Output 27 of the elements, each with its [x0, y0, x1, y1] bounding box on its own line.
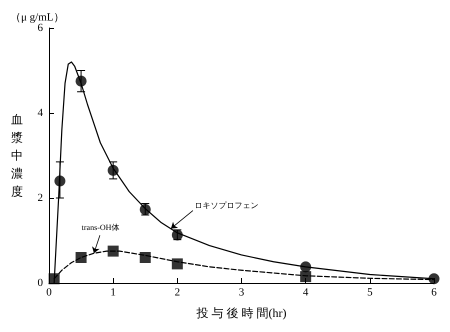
y-tick-label: 0: [38, 277, 44, 289]
point: [48, 273, 60, 284]
y-tick-label: 2: [38, 192, 43, 204]
point: [54, 176, 66, 186]
x-tick-label: 3: [238, 286, 245, 298]
point: [76, 76, 87, 87]
x-tick-label: 5: [367, 286, 374, 298]
annotation: trans-OH体: [82, 222, 120, 232]
point: [108, 164, 119, 176]
x-tick-label: 1: [110, 286, 116, 298]
x-tick-label: 6: [431, 286, 438, 298]
x-axis-title: 投 与 後 時 間(hr): [196, 306, 286, 320]
x-tick-label: 2: [174, 286, 180, 298]
point: [108, 246, 119, 257]
text: （μ g/mL）: [10, 12, 64, 24]
point: [428, 273, 440, 284]
y-tick-label: 4: [38, 107, 44, 119]
point: [76, 252, 87, 263]
point: [172, 258, 183, 270]
x-tick-label: 0: [46, 286, 52, 298]
point: [300, 271, 312, 282]
x-tick-label: 4: [302, 286, 309, 298]
point: [300, 261, 312, 272]
point: [140, 252, 151, 263]
y-axis-title: 血漿中濃度: [11, 112, 23, 198]
y-tick-label: 6: [38, 22, 44, 34]
annotation: ロキソプロフェン: [194, 200, 258, 210]
